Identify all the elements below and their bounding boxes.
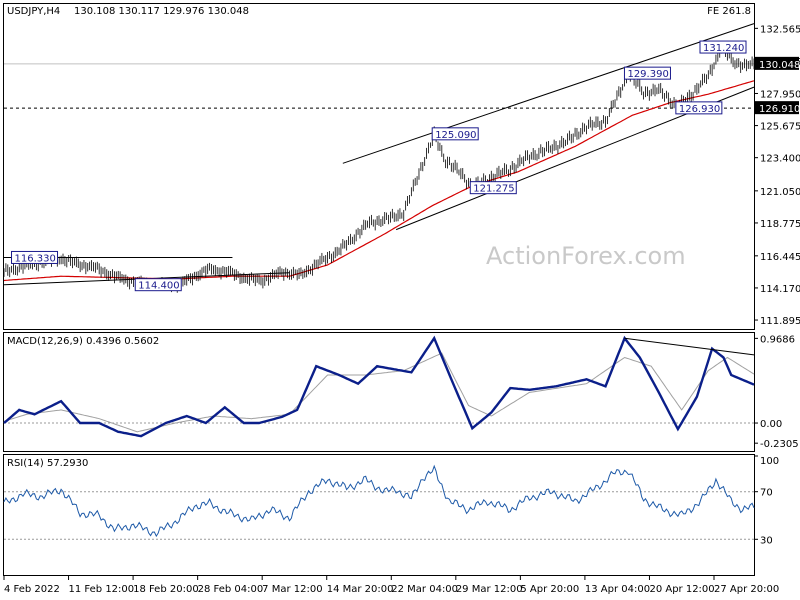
support-price-box [755, 101, 799, 115]
fe-label: FE 261.8 [707, 6, 751, 17]
macd-layer: 0.9686 0.00 -0.2305 [3, 334, 799, 450]
price-annotation-label: 125.090 [435, 130, 476, 141]
macd-tick-label: 0.00 [760, 419, 782, 430]
price-annotations: 116.330 114.400 125.090 121.275 129.390 126.9… [11, 40, 747, 292]
x-tick-label: 22 Mar 04:00 [391, 584, 458, 595]
macd-panel [3, 332, 755, 452]
rsi-layer: 100 70 30 [3, 455, 779, 546]
price-panel [3, 3, 755, 330]
x-tick-label: 29 Mar 12:00 [456, 584, 523, 595]
price-annotation-box [623, 66, 671, 80]
price-annotation-label: 131.240 [703, 43, 744, 54]
price-tick-label: 116.445 [760, 252, 800, 263]
price-tick-label: 111.895 [760, 316, 800, 327]
price-annotation-box [469, 181, 517, 195]
price-tick-label: 127.950 [760, 89, 800, 100]
price-annotation-box [699, 40, 747, 54]
x-tick-label: 4 Feb 2022 [4, 584, 60, 595]
macd-divergence-line [624, 337, 755, 356]
x-tick-label: 14 Mar 20:00 [327, 584, 394, 595]
rsi-label: RSI(14) 57.2930 [7, 458, 88, 469]
last-price-box [755, 56, 799, 70]
rsi-tick-label: 100 [760, 456, 779, 467]
price-annotation-label: 114.400 [138, 281, 179, 292]
rsi-panel [3, 454, 755, 576]
x-tick-label: 18 Feb 20:00 [133, 584, 199, 595]
price-tick-label: 114.170 [760, 284, 800, 295]
price-annotation-label: 129.390 [627, 69, 668, 80]
x-tick-label: 13 Apr 04:00 [585, 584, 650, 595]
watermark: ActionForex.com [486, 242, 686, 270]
x-tick-label: 20 Apr 12:00 [649, 584, 714, 595]
price-annotation-label: 126.930 [679, 104, 720, 115]
x-tick-label: 5 Apr 20:00 [520, 584, 579, 595]
price-tick-label: 121.050 [760, 187, 800, 198]
macd-tick-label: -0.2305 [760, 439, 799, 450]
last-price-label: 130.048 [759, 60, 800, 71]
macd-tick-label: 0.9686 [760, 334, 795, 345]
x-tick-label: 11 Feb 12:00 [69, 584, 135, 595]
rsi-tick-label: 70 [760, 488, 773, 499]
price-tick-label: 123.400 [760, 154, 800, 165]
price-annotation-box [134, 278, 182, 292]
moving-average-line [3, 80, 755, 282]
trendline [342, 23, 755, 164]
x-tick-label: 7 Mar 12:00 [262, 584, 322, 595]
price-annotation-box [11, 250, 59, 264]
macd-label: MACD(12,26,9) 0.4396 0.5602 [7, 336, 159, 347]
price-annotation-box [431, 127, 479, 141]
price-axis: 132.565130.265127.950125.675123.400121.0… [4, 24, 800, 327]
macd-signal-line [3, 352, 755, 433]
price-tick-label: 132.565 [760, 24, 800, 35]
price-tick-label: 118.775 [760, 219, 800, 230]
macd-line [3, 335, 755, 438]
symbol-label: USDJPY,H4 [7, 6, 60, 17]
rsi-line [3, 464, 755, 538]
ohlc-header: 130.108 130.117 129.976 130.048 [74, 6, 249, 17]
price-annotation-label: 116.330 [15, 253, 56, 264]
x-tick-label: 28 Feb 04:00 [198, 584, 264, 595]
price-annotation-label: 121.275 [473, 184, 514, 195]
rsi-tick-label: 30 [760, 535, 773, 546]
x-tick-label: 27 Apr 20:00 [714, 584, 779, 595]
price-annotation-box [675, 101, 723, 115]
price-tick-label: 125.675 [760, 122, 800, 133]
support-price-label: 126.910 [759, 104, 800, 115]
